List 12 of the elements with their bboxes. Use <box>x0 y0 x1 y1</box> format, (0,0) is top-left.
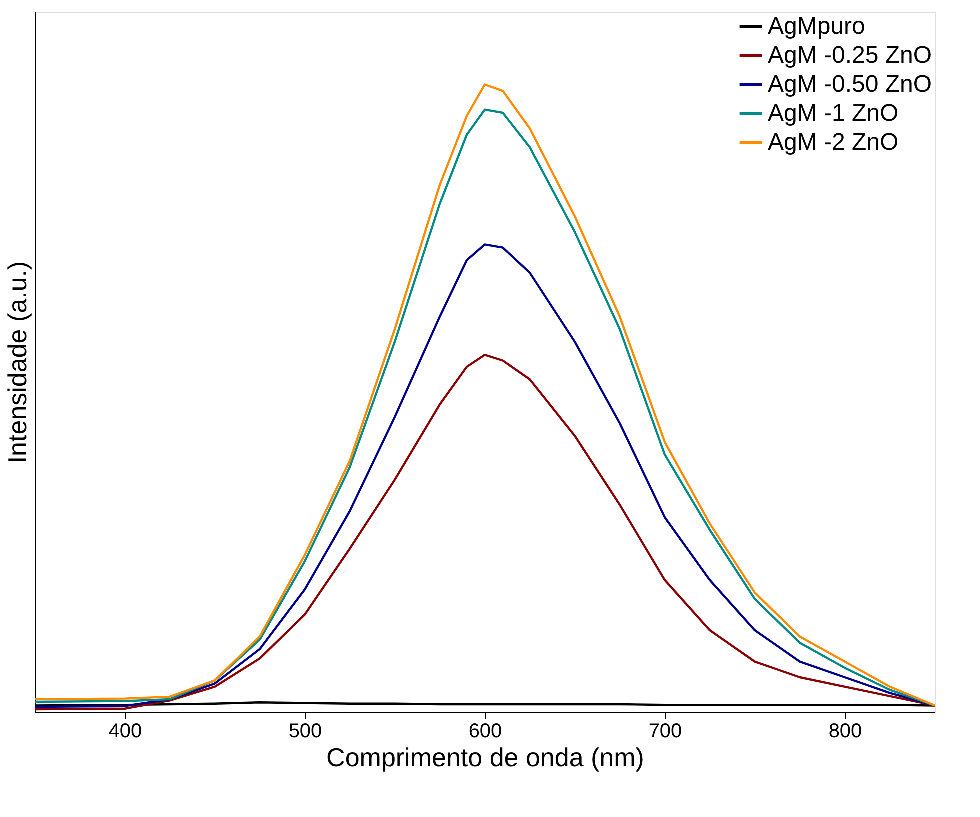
legend-label: AgM -0.25 ZnO <box>768 42 932 69</box>
x-tick-label: 700 <box>648 720 682 742</box>
x-tick-label: 600 <box>468 720 502 742</box>
y-axis-title: Intensidade (a.u.) <box>2 261 32 464</box>
legend-label: AgMpuro <box>768 13 866 40</box>
x-tick-label: 800 <box>828 720 862 742</box>
x-tick-label: 500 <box>288 720 322 742</box>
legend-label: AgM -2 ZnO <box>768 129 899 156</box>
x-tick-label: 400 <box>108 720 142 742</box>
legend-label: AgM -1 ZnO <box>768 100 899 127</box>
x-axis-title: Comprimento de onda (nm) <box>326 742 644 772</box>
legend-label: AgM -0.50 ZnO <box>768 71 932 98</box>
